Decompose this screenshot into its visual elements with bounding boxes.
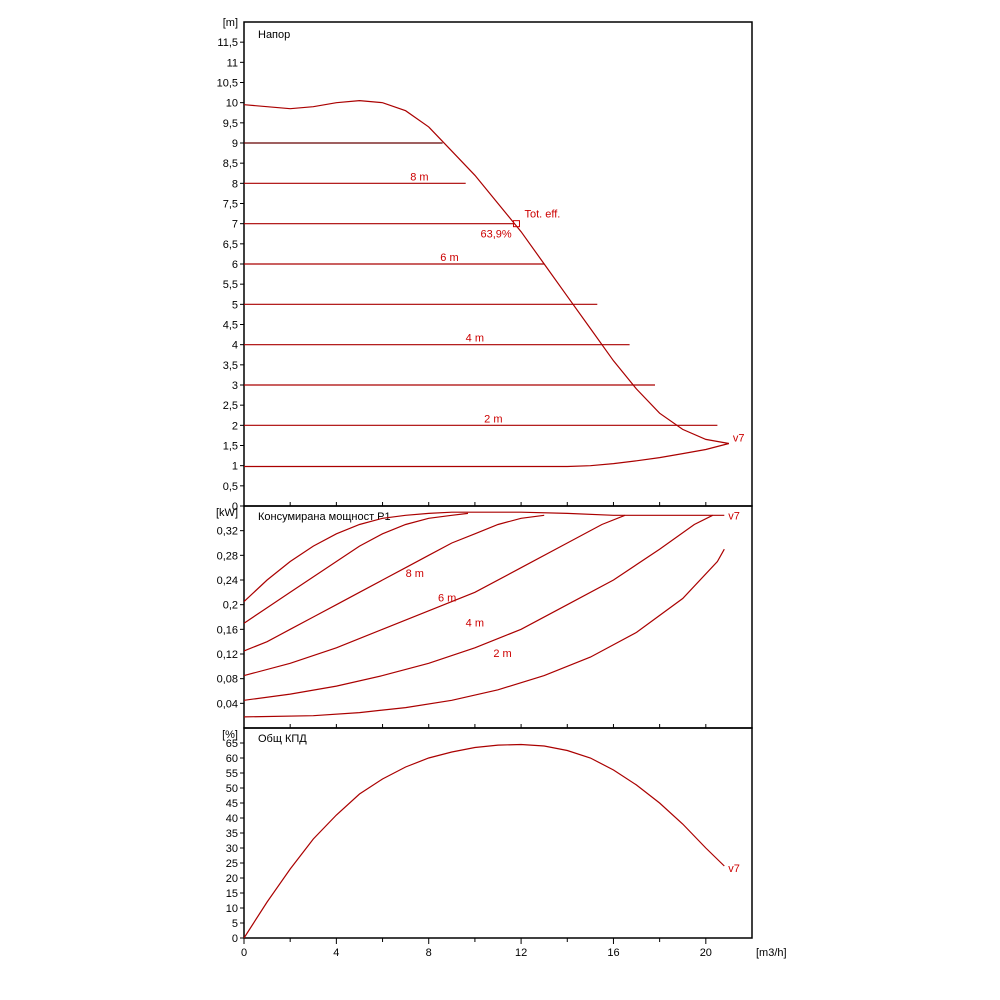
svg-text:45: 45 [226, 798, 238, 810]
p1-iso-label: 6 m [440, 252, 458, 264]
x-axis-unit: [m3/h] [756, 947, 787, 959]
svg-text:35: 35 [226, 828, 238, 840]
p1-title: Напор [258, 29, 290, 41]
eff-value: 63,9% [480, 229, 511, 241]
p2-v-label: v7 [728, 510, 740, 522]
svg-text:1,5: 1,5 [223, 441, 238, 453]
svg-text:2,5: 2,5 [223, 400, 238, 412]
p1-iso-label: 2 m [484, 413, 502, 425]
svg-text:3: 3 [232, 380, 238, 392]
p2-y-unit: [kW] [216, 507, 238, 519]
svg-text:7: 7 [232, 219, 238, 231]
svg-text:8: 8 [426, 947, 432, 959]
svg-text:0,28: 0,28 [217, 550, 238, 562]
svg-text:9: 9 [232, 138, 238, 150]
svg-text:5,5: 5,5 [223, 279, 238, 291]
svg-text:25: 25 [226, 858, 238, 870]
p1-y-unit: [m] [223, 17, 238, 29]
svg-text:4,5: 4,5 [223, 320, 238, 332]
p1-iso-label: 4 m [466, 333, 484, 345]
svg-text:10: 10 [226, 903, 238, 915]
svg-text:8,5: 8,5 [223, 158, 238, 170]
p2-iso-label: 2 m [493, 648, 511, 660]
p2-main-curve [244, 512, 724, 601]
svg-text:0: 0 [232, 933, 238, 945]
p2-iso-label: 8 m [406, 568, 424, 580]
p3-curve [244, 745, 724, 939]
svg-text:50: 50 [226, 783, 238, 795]
svg-text:2: 2 [232, 420, 238, 432]
svg-text:5: 5 [232, 299, 238, 311]
svg-text:40: 40 [226, 813, 238, 825]
svg-text:12: 12 [515, 947, 527, 959]
svg-text:0,12: 0,12 [217, 649, 238, 661]
svg-text:9,5: 9,5 [223, 118, 238, 130]
svg-text:3,5: 3,5 [223, 360, 238, 372]
svg-text:11: 11 [227, 57, 238, 69]
pump-curves-chart: 048121620[m3/h]00,511,522,533,544,555,56… [200, 10, 800, 970]
svg-text:5: 5 [232, 918, 238, 930]
svg-text:0,5: 0,5 [223, 481, 238, 493]
svg-text:0,32: 0,32 [217, 526, 238, 538]
svg-text:15: 15 [226, 888, 238, 900]
svg-text:30: 30 [226, 843, 238, 855]
p2-iso-label: 4 m [466, 617, 484, 629]
svg-text:1: 1 [232, 461, 238, 473]
svg-text:0,08: 0,08 [217, 674, 238, 686]
svg-text:6: 6 [232, 259, 238, 271]
svg-text:16: 16 [607, 947, 619, 959]
svg-text:20: 20 [700, 947, 712, 959]
p3-y-unit: [%] [222, 729, 238, 741]
eff-label: Tot. eff. [524, 209, 560, 221]
p1-iso-label: 8 m [410, 171, 428, 183]
svg-text:60: 60 [226, 753, 238, 765]
svg-text:7,5: 7,5 [223, 199, 238, 211]
svg-text:0,24: 0,24 [217, 575, 238, 587]
svg-text:0,04: 0,04 [217, 698, 238, 710]
svg-text:10,5: 10,5 [217, 78, 238, 90]
svg-text:0,2: 0,2 [223, 600, 238, 612]
svg-text:6,5: 6,5 [223, 239, 238, 251]
p3-v-label: v7 [728, 863, 740, 875]
svg-text:0,16: 0,16 [217, 624, 238, 636]
svg-text:4: 4 [232, 340, 238, 352]
svg-text:20: 20 [226, 873, 238, 885]
svg-text:11,5: 11,5 [217, 37, 238, 49]
svg-text:55: 55 [226, 768, 238, 780]
svg-text:10: 10 [226, 98, 238, 110]
p1-main-curve [244, 101, 729, 444]
p3-title: Общ КПД [258, 733, 307, 745]
p2-iso-label: 6 m [438, 593, 456, 605]
svg-text:0: 0 [241, 947, 247, 959]
svg-text:8: 8 [232, 178, 238, 190]
p1-v-label: v7 [733, 432, 745, 444]
svg-text:4: 4 [333, 947, 339, 959]
